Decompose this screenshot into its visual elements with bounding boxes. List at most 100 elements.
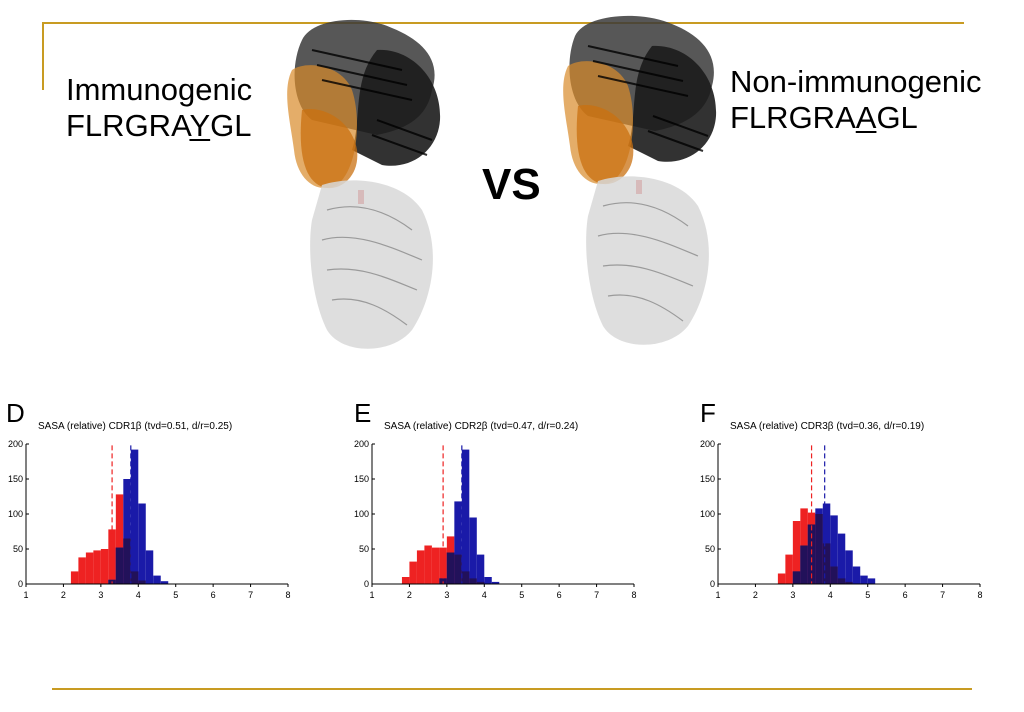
bar-immunogenic: [93, 550, 101, 584]
bar-overlap: [138, 580, 146, 584]
y-tick-label: 0: [710, 579, 715, 589]
bar-overlap: [461, 571, 470, 584]
bar-non-immunogenic: [867, 578, 876, 584]
y-tick-label: 100: [700, 509, 715, 519]
mutated-residue: Y: [189, 108, 211, 143]
bar-non-immunogenic: [461, 449, 470, 584]
x-tick-label: 1: [23, 590, 28, 600]
x-tick-label: 3: [98, 590, 103, 600]
x-tick-label: 3: [444, 590, 449, 600]
y-tick-label: 200: [354, 439, 369, 449]
bar-non-immunogenic: [454, 501, 462, 584]
bar-immunogenic: [409, 561, 417, 584]
non-immunogenic-label: Non-immunogenic FLRGRAAGL: [730, 64, 982, 136]
bar-overlap: [837, 578, 846, 584]
bar-overlap: [446, 552, 455, 584]
bar-immunogenic: [777, 573, 786, 584]
bar-overlap: [439, 578, 447, 584]
x-tick-label: 6: [557, 590, 562, 600]
bar-non-immunogenic: [852, 566, 861, 584]
y-tick-label: 100: [8, 509, 23, 519]
bar-immunogenic: [431, 547, 440, 584]
panel-title-d: SASA (relative) CDR1β (tvd=0.51, d/r=0.2…: [38, 421, 233, 432]
bar-non-immunogenic: [845, 550, 853, 584]
x-tick-label: 7: [940, 590, 945, 600]
x-tick-label: 7: [594, 590, 599, 600]
bar-non-immunogenic: [837, 533, 846, 584]
bar-overlap: [123, 538, 131, 584]
non-immunogenic-structure-image: [563, 15, 717, 345]
bar-overlap: [792, 571, 801, 584]
histogram-cdr2: 1 2 3 4 5 6 7 8 0 50 100 150 200: [354, 439, 637, 600]
bar-immunogenic: [785, 554, 793, 584]
panel-title-f: SASA (relative) CDR3β (tvd=0.36, d/r=0.1…: [730, 421, 925, 432]
y-tick-label: 150: [8, 474, 23, 484]
x-tick-label: 8: [977, 590, 982, 600]
bar-overlap: [800, 545, 808, 584]
bar-non-immunogenic: [469, 517, 477, 584]
x-tick-label: 2: [61, 590, 66, 600]
y-tick-label: 150: [354, 474, 369, 484]
bar-immunogenic: [401, 577, 410, 584]
x-tick-label: 8: [631, 590, 636, 600]
bar-overlap: [845, 581, 853, 584]
x-tick-label: 3: [790, 590, 795, 600]
bar-immunogenic: [416, 550, 425, 584]
y-tick-label: 0: [364, 579, 369, 589]
bar-overlap: [476, 581, 485, 584]
immunogenic-sequence: FLRGRAYGL: [66, 108, 252, 143]
x-tick-label: 5: [173, 590, 178, 600]
bar-overlap: [130, 571, 139, 584]
panel-letter-e: E: [354, 398, 372, 428]
x-tick-label: 4: [136, 590, 141, 600]
x-tick-label: 6: [211, 590, 216, 600]
histogram-cdr1: 1 2 3 4 5 6 7 8 0 50 100 150 200: [8, 439, 291, 600]
bar-non-immunogenic: [476, 554, 485, 584]
bar-non-immunogenic: [145, 550, 154, 584]
bar-immunogenic: [792, 521, 801, 584]
y-tick-label: 50: [13, 544, 23, 554]
bar-non-immunogenic: [491, 581, 500, 584]
bar-non-immunogenic: [860, 575, 868, 584]
y-tick-label: 50: [359, 544, 369, 554]
bar-overlap: [830, 566, 838, 584]
non-immunogenic-sequence: FLRGRAAGL: [730, 100, 918, 135]
bar-non-immunogenic: [830, 515, 838, 584]
mutated-residue: A: [855, 100, 877, 135]
x-tick-label: 8: [285, 590, 290, 600]
bar-non-immunogenic: [123, 479, 131, 584]
immunogenic-label: Immunogenic FLRGRAYGL: [66, 72, 252, 144]
y-tick-label: 50: [705, 544, 715, 554]
bar-immunogenic: [424, 545, 432, 584]
bar-non-immunogenic: [138, 503, 146, 584]
bar-immunogenic: [78, 557, 86, 584]
bar-overlap: [469, 578, 477, 584]
x-tick-label: 7: [248, 590, 253, 600]
bar-non-immunogenic: [153, 575, 161, 584]
panel-letter-f: F: [700, 398, 716, 428]
y-tick-label: 200: [8, 439, 23, 449]
y-tick-label: 100: [354, 509, 369, 519]
immunogenic-structure-image: [287, 19, 441, 349]
versus-text: VS: [482, 160, 541, 209]
bar-non-immunogenic: [130, 449, 139, 584]
bar-overlap: [815, 514, 823, 584]
histogram-cdr3: 1 2 3 4 5 6 7 8 0 50 100 150 200: [700, 439, 983, 600]
immunogenic-title: Immunogenic: [66, 72, 253, 107]
y-tick-label: 0: [18, 579, 23, 589]
y-tick-label: 200: [700, 439, 715, 449]
x-tick-label: 6: [903, 590, 908, 600]
bar-immunogenic: [100, 549, 109, 584]
bar-non-immunogenic: [160, 581, 169, 584]
x-tick-label: 5: [865, 590, 870, 600]
x-tick-label: 5: [519, 590, 524, 600]
left-bracket-rule: [42, 22, 44, 90]
bar-overlap: [454, 554, 462, 584]
y-tick-label: 150: [700, 474, 715, 484]
non-immunogenic-title: Non-immunogenic: [730, 64, 982, 99]
panel-title-e: SASA (relative) CDR2β (tvd=0.47, d/r=0.2…: [384, 421, 579, 432]
top-rule: [42, 22, 964, 24]
x-tick-label: 4: [482, 590, 487, 600]
bottom-rule: [52, 688, 972, 690]
bar-immunogenic: [70, 571, 79, 584]
